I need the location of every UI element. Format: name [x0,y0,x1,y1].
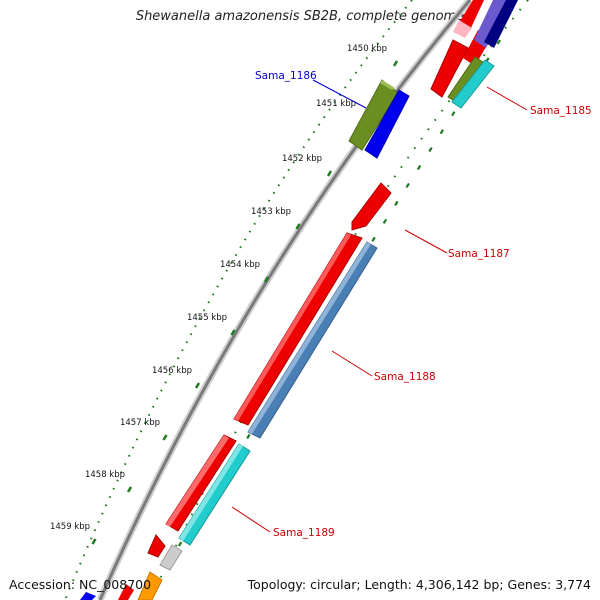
inner-tick [428,147,433,153]
label-sama-1189[interactable]: Sama_1189 [273,527,335,539]
ruler-label-1452: 1452 kbp [282,154,322,164]
gene-red-bottom[interactable] [118,584,134,600]
gene-sama-1188a[interactable] [233,232,363,426]
callout-sama-1187[interactable]: Sama_1187 [404,229,510,260]
inner-tick [496,39,501,45]
gene-sama-1188[interactable] [247,241,378,439]
gene-red-top-2[interactable] [458,0,484,30]
callout-sama-1189[interactable]: Sama_1189 [231,506,335,539]
ruler-label-1453: 1453 kbp [251,207,291,217]
ruler-tick-1454 [263,276,270,283]
inner-tick [439,129,445,135]
inner-tick [394,200,399,206]
ruler-tick-1453 [295,223,301,230]
ruler-label-1454: 1454 kbp [220,260,260,270]
callout-sama-1188[interactable]: Sama_1188 [331,350,436,383]
ruler-tick-1455 [230,329,236,336]
gene-cyan-top[interactable] [451,59,495,109]
label-sama-1185[interactable]: Sama_1185 [530,105,592,117]
gene-red-1189a[interactable] [165,434,237,532]
gene-gray-small[interactable] [159,544,183,571]
ruler-label-1451: 1451 kbp [316,99,356,109]
ruler-tick-1459 [91,538,97,545]
inner-tick [246,433,251,440]
label-sama-1186[interactable]: Sama_1186 [255,70,317,82]
inner-tick [371,236,376,242]
gene-red-small[interactable] [147,534,166,558]
accession-text: Accession: NC_008700 [9,577,152,592]
backbone-arc [96,0,473,600]
topology-text: Topology: circular; Length: 4,306,142 bp… [247,577,591,592]
inner-tick [382,218,388,224]
gene-blue-1186b[interactable] [364,89,410,159]
callout-sama-1186[interactable]: Sama_1186 [255,70,367,109]
label-sama-1188[interactable]: Sama_1188 [374,371,436,383]
gene-pink-top[interactable] [453,20,472,38]
inner-tick [177,541,183,547]
gene-blue-bottom[interactable] [80,592,96,600]
gene-orange-small[interactable] [137,571,163,600]
gene-sama-1187[interactable] [351,182,392,231]
inner-tick [405,182,410,189]
ruler: 1450 kbp 1451 kbp 1452 kbp 1453 kbp 1454 kbp… [50,44,399,545]
ruler-label-1450: 1450 kbp [347,44,387,54]
callout-sama-1185[interactable]: Sama_1185 [486,86,592,117]
ruler-tick-1450 [392,60,399,67]
gene-sama-1186[interactable] [348,79,399,151]
ruler-tick-1452 [326,170,333,177]
ruler-label-1457: 1457 kbp [120,418,160,428]
outer-ruler-dots [64,0,413,600]
gene-sama-1189[interactable] [178,443,251,546]
label-sama-1187[interactable]: Sama_1187 [448,248,510,260]
ruler-label-1458: 1458 kbp [85,470,125,480]
ruler-tick-1457 [162,434,168,441]
ruler-label-1459: 1459 kbp [50,522,90,532]
inner-tick [451,111,456,117]
ruler-label-1455: 1455 kbp [187,313,227,323]
inner-tick [416,164,422,171]
gene-navy-top[interactable] [484,0,518,48]
ruler-tick-1458 [126,486,133,493]
gene-red-top-1[interactable] [430,39,469,98]
ruler-label-1456: 1456 kbp [152,366,192,376]
map-title: Shewanella amazonensis SB2B, complete ge… [135,9,465,24]
ruler-tick-1456 [194,382,201,389]
